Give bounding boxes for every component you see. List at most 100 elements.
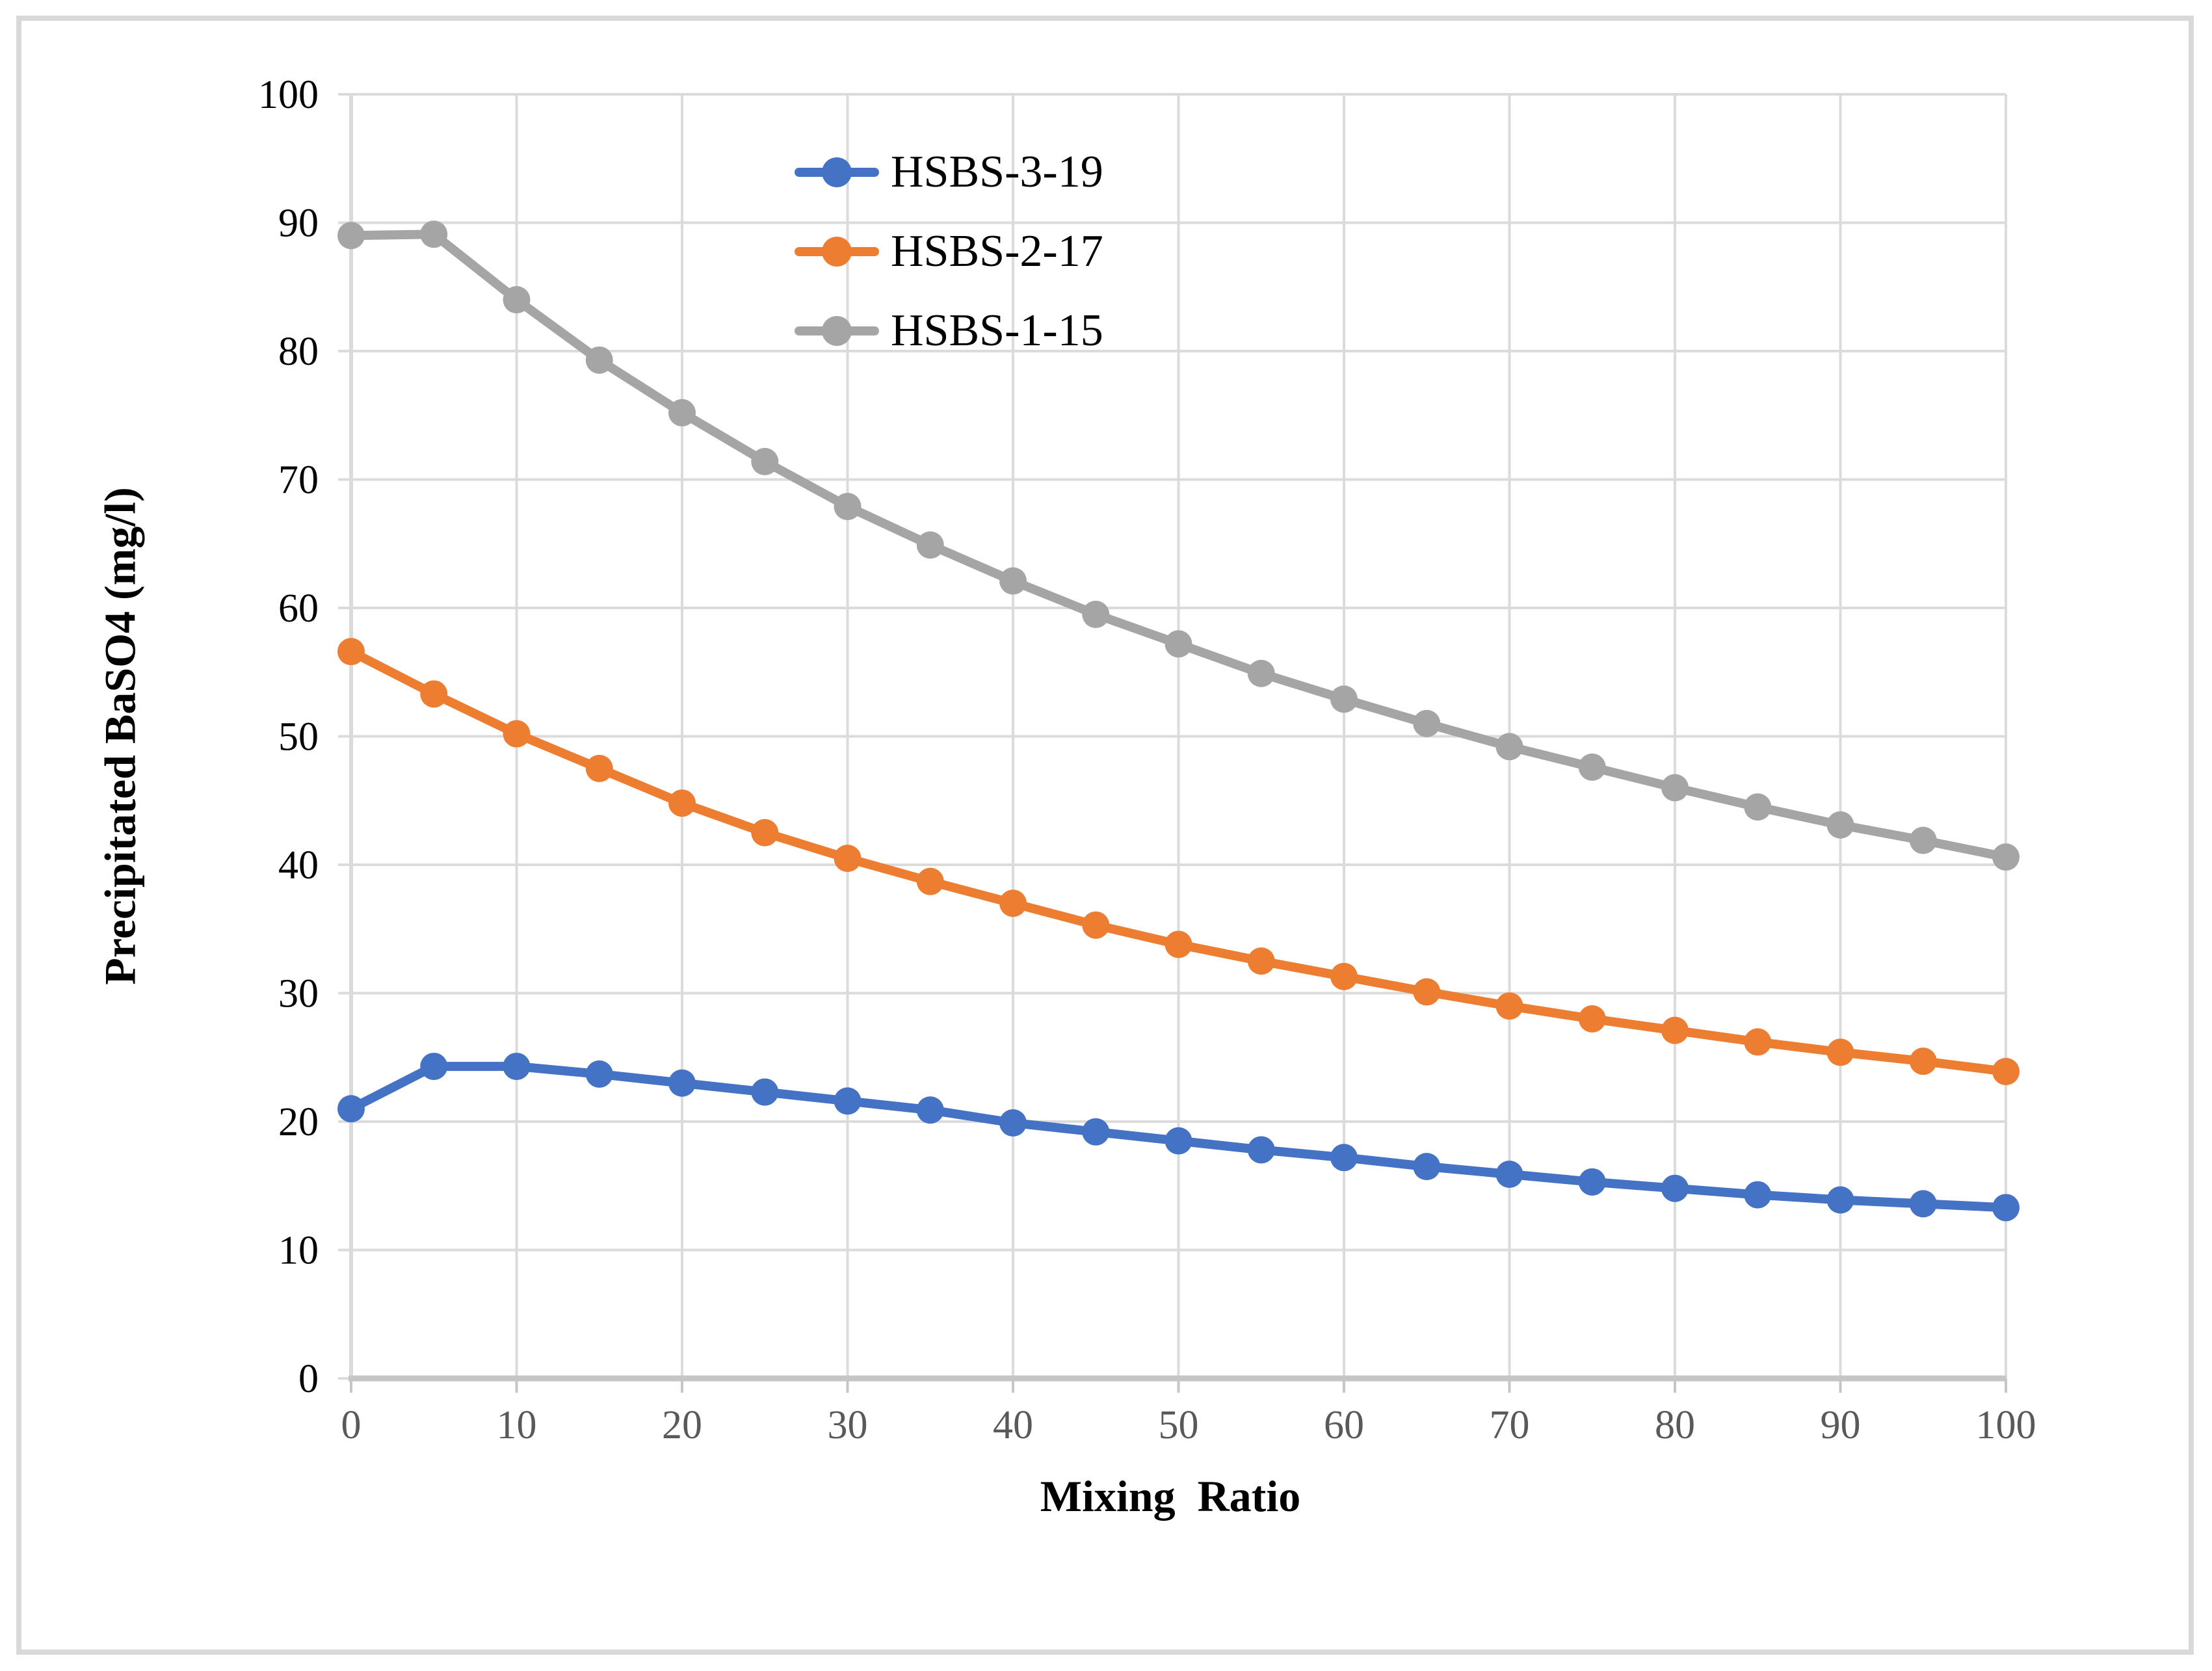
data-point: [1992, 843, 2020, 871]
y-tick-label: 60: [278, 586, 319, 631]
data-point: [420, 680, 448, 708]
y-tick-label: 70: [278, 458, 319, 503]
legend-marker-dot-icon: [822, 316, 852, 346]
data-point: [668, 399, 696, 427]
data-point: [1661, 774, 1689, 802]
data-point: [1247, 659, 1275, 687]
data-point: [999, 889, 1027, 917]
data-point: [1744, 1181, 1772, 1209]
data-point: [1165, 930, 1192, 958]
data-point: [999, 567, 1027, 595]
data-point: [1992, 1057, 2020, 1085]
data-point: [1247, 947, 1275, 975]
x-tick-label: 50: [1159, 1403, 1199, 1447]
data-point: [751, 1078, 779, 1106]
data-point: [1495, 1160, 1523, 1188]
data-point: [1744, 793, 1772, 821]
legend-item: HSBS-1-15: [795, 306, 1103, 356]
data-point: [337, 638, 365, 666]
x-tick-label: 80: [1655, 1403, 1695, 1447]
data-point: [1082, 911, 1110, 939]
legend-marker-dot-icon: [822, 157, 852, 187]
y-tick-label: 90: [278, 202, 319, 246]
y-tick-label: 20: [278, 1100, 319, 1144]
data-point: [1330, 962, 1358, 990]
y-tick-label: 0: [298, 1357, 319, 1401]
x-tick-label: 10: [497, 1403, 537, 1447]
data-point: [585, 754, 613, 782]
data-point: [916, 867, 944, 895]
legend-marker-line-icon: [795, 157, 879, 187]
data-point: [1495, 992, 1523, 1020]
data-point: [585, 1060, 613, 1088]
data-point: [1992, 1194, 2020, 1222]
data-point: [1578, 753, 1606, 781]
legend-marker-dot-icon: [822, 237, 852, 267]
legend: HSBS-3-19 HSBS-2-17 HSBS-1-15: [795, 148, 1103, 386]
data-point: [1413, 978, 1441, 1006]
data-point: [1330, 685, 1358, 713]
y-tick-label: 50: [278, 715, 319, 759]
data-point: [916, 531, 944, 559]
data-point: [1826, 811, 1854, 839]
data-point: [1247, 1136, 1275, 1164]
data-point: [585, 346, 613, 374]
legend-item: HSBS-2-17: [795, 227, 1103, 276]
data-point: [1082, 1118, 1110, 1146]
data-point: [1909, 1190, 1937, 1218]
data-point: [1330, 1144, 1358, 1172]
data-point: [337, 1095, 365, 1123]
data-point: [1165, 630, 1192, 658]
x-tick-label: 20: [662, 1403, 702, 1447]
y-tick-label: 30: [278, 972, 319, 1016]
x-axis-title: Mixing Ratio: [1040, 1471, 1301, 1521]
data-point: [1826, 1186, 1854, 1214]
data-point: [337, 222, 365, 250]
x-tick-label: 60: [1324, 1403, 1364, 1447]
data-point: [1826, 1038, 1854, 1066]
data-point: [999, 1109, 1027, 1137]
data-point: [1165, 1127, 1192, 1155]
data-point: [834, 1087, 862, 1115]
y-tick-label: 80: [278, 330, 319, 374]
legend-item: HSBS-3-19: [795, 148, 1103, 197]
data-point: [503, 286, 531, 313]
data-point: [1661, 1174, 1689, 1202]
data-point: [751, 819, 779, 847]
data-point: [1909, 1047, 1937, 1075]
data-point: [420, 220, 448, 248]
data-point: [1413, 1153, 1441, 1181]
x-tick-label: 70: [1490, 1403, 1530, 1447]
figure-border: [16, 16, 2194, 1655]
legend-label: HSBS-1-15: [891, 306, 1103, 356]
data-point: [1744, 1028, 1772, 1056]
data-point: [503, 720, 531, 748]
data-point: [668, 789, 696, 817]
data-point: [1661, 1016, 1689, 1044]
data-point: [1495, 733, 1523, 761]
y-tick-label: 10: [278, 1229, 319, 1273]
x-tick-label: 100: [1976, 1403, 2036, 1447]
data-point: [503, 1053, 531, 1081]
data-point: [751, 447, 779, 475]
legend-label: HSBS-2-17: [891, 226, 1103, 276]
x-tick-label: 40: [993, 1403, 1033, 1447]
data-point: [420, 1053, 448, 1081]
legend-label: HSBS-3-19: [891, 147, 1103, 197]
y-tick-label: 100: [258, 73, 319, 117]
data-point: [668, 1069, 696, 1097]
data-point: [834, 492, 862, 520]
x-tick-label: 90: [1821, 1403, 1861, 1447]
data-point: [1578, 1168, 1606, 1196]
data-point: [916, 1096, 944, 1124]
legend-marker-line-icon: [795, 316, 879, 346]
data-point: [1578, 1005, 1606, 1033]
legend-marker-line-icon: [795, 237, 879, 267]
data-point: [1413, 709, 1441, 737]
y-axis-title: Precipitated BaSO4 (mg/l): [95, 487, 145, 985]
data-point: [834, 845, 862, 873]
data-point: [1909, 826, 1937, 854]
y-tick-label: 40: [278, 843, 319, 888]
